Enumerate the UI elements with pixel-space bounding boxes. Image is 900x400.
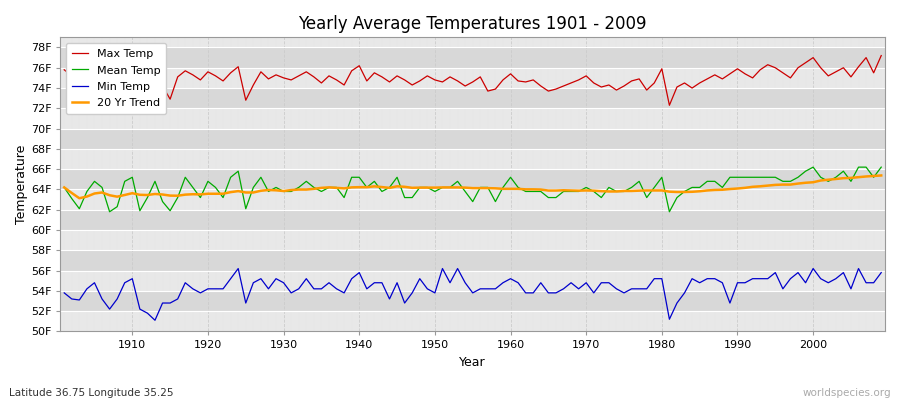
- 20 Yr Trend: [58, 185, 69, 190]
- Max Temp: [596, 85, 607, 90]
- Line: Mean Temp: Mean Temp: [64, 167, 881, 212]
- Mean Temp: [876, 165, 886, 170]
- Max Temp: [331, 78, 342, 82]
- Line: Max Temp: Max Temp: [64, 56, 881, 105]
- Min Temp: [346, 276, 357, 281]
- Max Temp: [286, 78, 297, 82]
- Mean Temp: [505, 175, 516, 180]
- Max Temp: [876, 53, 886, 58]
- X-axis label: Year: Year: [459, 356, 486, 369]
- Bar: [60, 270, 885, 291]
- Min Temp: [520, 290, 531, 295]
- Text: worldspecies.org: worldspecies.org: [803, 388, 891, 398]
- Line: 20 Yr Trend: 20 Yr Trend: [64, 176, 881, 198]
- 20 Yr Trend: [876, 173, 886, 178]
- Min Temp: [876, 270, 886, 275]
- 20 Yr Trend: [513, 186, 524, 191]
- Min Temp: [301, 276, 311, 281]
- Mean Temp: [513, 185, 524, 190]
- Bar: [60, 129, 885, 149]
- Legend: Max Temp, Mean Temp, Min Temp, 20 Yr Trend: Max Temp, Mean Temp, Min Temp, 20 Yr Tre…: [66, 43, 166, 114]
- Min Temp: [611, 286, 622, 291]
- Y-axis label: Temperature: Temperature: [15, 145, 28, 224]
- Bar: [60, 291, 885, 311]
- Bar: [60, 149, 885, 169]
- Bar: [60, 210, 885, 230]
- Bar: [60, 108, 885, 129]
- 20 Yr Trend: [505, 186, 516, 191]
- Bar: [60, 169, 885, 190]
- Bar: [60, 68, 885, 88]
- Min Temp: [120, 280, 130, 285]
- Mean Temp: [104, 209, 115, 214]
- Bar: [60, 230, 885, 250]
- 20 Yr Trend: [127, 191, 138, 196]
- Mean Temp: [293, 185, 304, 190]
- Title: Yearly Average Temperatures 1901 - 2009: Yearly Average Temperatures 1901 - 2009: [299, 15, 647, 33]
- Bar: [60, 311, 885, 332]
- Min Temp: [58, 290, 69, 295]
- 20 Yr Trend: [74, 196, 85, 201]
- Mean Temp: [807, 165, 818, 170]
- Bar: [60, 190, 885, 210]
- Mean Temp: [127, 175, 138, 180]
- 20 Yr Trend: [293, 187, 304, 192]
- Mean Temp: [604, 185, 615, 190]
- Min Temp: [513, 280, 524, 285]
- Max Temp: [120, 74, 130, 79]
- 20 Yr Trend: [604, 189, 615, 194]
- Bar: [60, 250, 885, 270]
- Max Temp: [505, 72, 516, 76]
- Mean Temp: [58, 185, 69, 190]
- Line: Min Temp: Min Temp: [64, 268, 881, 320]
- Bar: [60, 88, 885, 108]
- Bar: [60, 27, 885, 48]
- 20 Yr Trend: [338, 186, 349, 191]
- Max Temp: [664, 103, 675, 108]
- Mean Temp: [338, 195, 349, 200]
- Bar: [60, 48, 885, 68]
- Min Temp: [149, 318, 160, 323]
- Max Temp: [58, 67, 69, 72]
- Min Temp: [233, 266, 244, 271]
- Text: Latitude 36.75 Longitude 35.25: Latitude 36.75 Longitude 35.25: [9, 388, 174, 398]
- Max Temp: [498, 78, 508, 82]
